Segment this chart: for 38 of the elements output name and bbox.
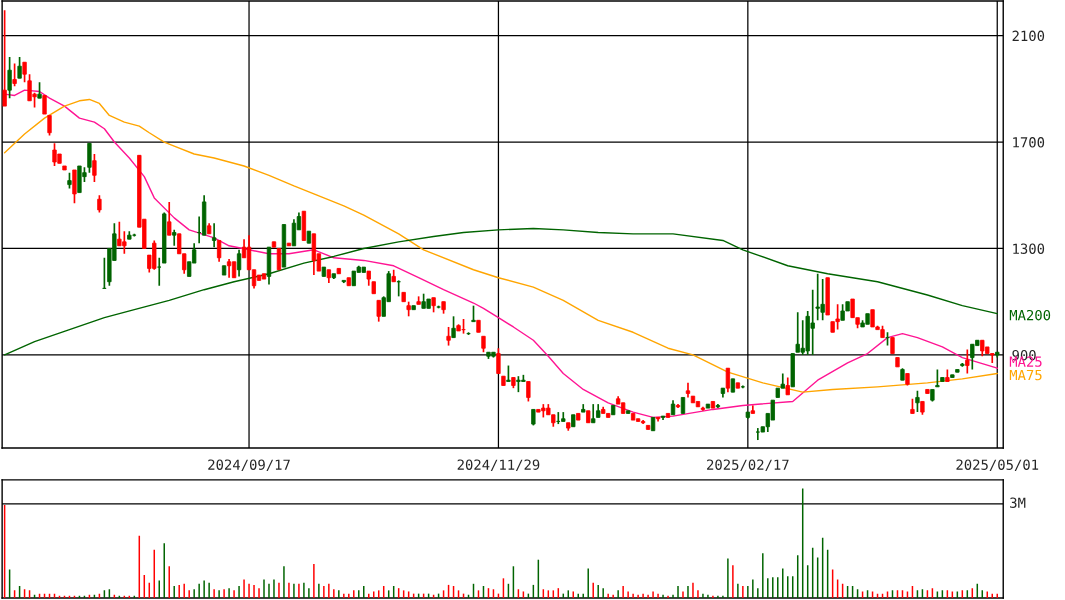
candlestick bbox=[561, 411, 566, 423]
x-tick-label: 2024/09/17 bbox=[208, 459, 290, 472]
candlestick bbox=[690, 395, 696, 404]
candlestick bbox=[72, 169, 77, 205]
candlestick bbox=[496, 347, 501, 375]
candlestick bbox=[22, 61, 27, 84]
candlestick bbox=[12, 62, 17, 87]
candlestick bbox=[705, 403, 711, 409]
candlestick bbox=[915, 389, 920, 413]
series-label: MA75 bbox=[1009, 369, 1042, 381]
y-tick-label: 2100 bbox=[1012, 30, 1045, 42]
candlestick bbox=[446, 326, 451, 347]
candlestick bbox=[17, 56, 22, 80]
x-tick-label: 2024/11/29 bbox=[457, 459, 540, 472]
x-tick-label: 2025/02/17 bbox=[707, 459, 789, 472]
candlestick bbox=[451, 315, 456, 339]
candlestick bbox=[825, 276, 830, 316]
candlestick bbox=[42, 94, 47, 115]
y-tick-label: 1300 bbox=[1013, 243, 1045, 254]
candlestick bbox=[735, 381, 741, 389]
candlestick bbox=[87, 142, 92, 174]
ref-line-label: 3M bbox=[1010, 497, 1026, 508]
candlestick bbox=[635, 417, 641, 423]
candlestick bbox=[7, 56, 12, 99]
candlestick bbox=[306, 230, 312, 244]
line-series bbox=[3, 227, 998, 356]
y-tick-label: 1700 bbox=[1013, 137, 1045, 148]
candlestick bbox=[730, 378, 736, 393]
candlestick bbox=[581, 403, 586, 413]
candlestick bbox=[750, 404, 755, 415]
candlestick bbox=[526, 380, 531, 403]
series-label: MA200 bbox=[1009, 309, 1051, 321]
candlestick bbox=[401, 291, 406, 303]
candlestick bbox=[92, 153, 97, 183]
x-tick-label: 2025/05/01 bbox=[956, 459, 1039, 472]
candlestick bbox=[47, 114, 52, 137]
candlestick bbox=[625, 409, 631, 415]
candlestick bbox=[286, 242, 292, 247]
